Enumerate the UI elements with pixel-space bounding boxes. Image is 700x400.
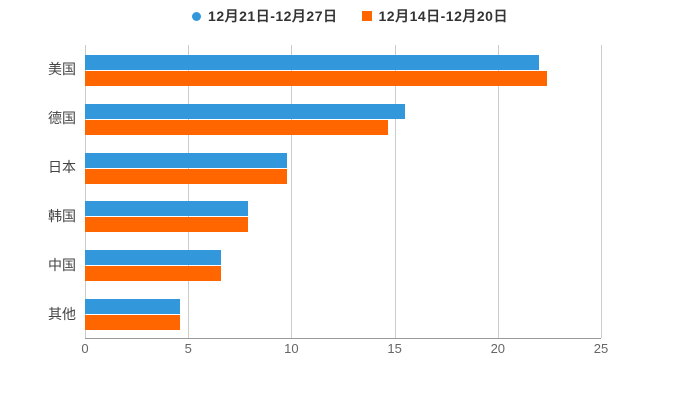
gridline-x-25 <box>601 45 602 338</box>
legend-item-week2[interactable]: 12月21日-12月27日 <box>192 6 337 26</box>
category-label: 美国 <box>48 61 76 78</box>
bar-series2-韩国 <box>85 217 249 233</box>
bar-series2-美国 <box>85 71 548 86</box>
x-axis: 0 5 10 15 20 25 <box>81 341 608 359</box>
x-tick-label-0: 0 <box>81 341 89 356</box>
category-label: 德国 <box>48 110 76 127</box>
x-tick-label-20: 20 <box>490 341 506 356</box>
gridline-x-15 <box>394 45 396 338</box>
bar-series1-韩国 <box>85 201 249 217</box>
category-label: 中国 <box>48 256 76 273</box>
category-label: 其他 <box>48 305 76 322</box>
bar-series2-其他 <box>85 315 180 331</box>
bar-series1-美国 <box>85 55 540 70</box>
category-label: 日本 <box>48 159 76 176</box>
x-tick-label-5: 5 <box>184 341 192 356</box>
legend: 12月21日-12月27日 12月14日-12月20日 <box>0 6 700 26</box>
bar-series1-其他 <box>85 299 180 315</box>
bar-group <box>85 201 601 233</box>
plot-area: 美国德国日本韩国中国其他 <box>48 45 602 339</box>
legend-item-week1[interactable]: 12月14日-12月20日 <box>361 6 508 26</box>
bar-group <box>85 152 601 184</box>
x-tick-label-10: 10 <box>284 341 299 356</box>
bar-group <box>85 103 601 135</box>
bar-series2-日本 <box>85 168 288 184</box>
bar-row-3: 日本 <box>48 143 601 192</box>
bar-group <box>85 55 601 86</box>
gridline-x-10 <box>291 45 293 338</box>
gridline-x-5 <box>188 45 190 338</box>
bar-group <box>85 250 601 282</box>
gridline-x-20 <box>497 45 499 338</box>
bar-row-2: 德国 <box>48 94 601 143</box>
legend-label: 12月14日-12月20日 <box>378 8 508 24</box>
category-label: 韩国 <box>48 207 76 224</box>
bar-row-4: 韩国 <box>48 191 601 240</box>
bar-series1-日本 <box>85 152 288 168</box>
bar-series2-中国 <box>85 266 222 282</box>
bar-group <box>85 299 601 331</box>
x-tick-label-25: 25 <box>593 341 609 356</box>
gridline-x-0 <box>85 45 86 338</box>
bar-series1-德国 <box>85 103 405 119</box>
bar-series1-中国 <box>85 250 222 266</box>
bar-row-1: 美国 <box>48 45 601 94</box>
bar-series2-德国 <box>85 119 389 135</box>
legend-label: 12月21日-12月27日 <box>208 8 338 24</box>
bar-row-5: 中国 <box>48 240 601 289</box>
legend-square-marker-icon <box>361 11 372 21</box>
legend-circle-marker-icon <box>192 11 202 21</box>
x-tick-label-15: 15 <box>387 341 402 356</box>
bar-row-6: 其他 <box>48 289 601 338</box>
